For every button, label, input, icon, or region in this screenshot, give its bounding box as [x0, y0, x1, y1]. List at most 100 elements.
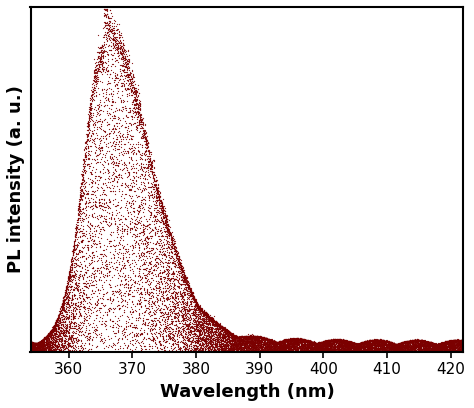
Point — [297, 347, 304, 354]
Point — [430, 340, 438, 347]
Point — [395, 346, 403, 353]
Point — [114, 44, 122, 50]
Point — [401, 339, 409, 346]
Point — [420, 343, 428, 349]
Point — [272, 346, 280, 352]
Point — [365, 346, 372, 353]
Point — [331, 339, 338, 346]
Point — [115, 162, 122, 169]
Point — [164, 275, 172, 282]
Point — [258, 335, 265, 341]
Point — [278, 346, 286, 353]
Point — [159, 218, 166, 224]
Point — [330, 344, 337, 350]
Point — [217, 323, 224, 329]
Point — [63, 290, 71, 297]
Point — [453, 337, 460, 344]
Point — [153, 299, 161, 306]
Point — [57, 307, 64, 313]
Point — [428, 346, 436, 352]
Point — [279, 341, 286, 348]
Point — [351, 344, 358, 350]
Point — [383, 338, 391, 345]
Point — [108, 324, 115, 330]
Point — [285, 341, 292, 348]
Point — [409, 349, 417, 355]
Point — [176, 346, 184, 353]
Point — [405, 340, 413, 347]
Point — [36, 349, 44, 355]
Point — [58, 347, 65, 354]
Point — [318, 346, 325, 353]
Point — [245, 345, 252, 351]
Point — [287, 349, 295, 355]
Point — [428, 344, 436, 350]
Point — [185, 345, 193, 352]
Point — [160, 288, 167, 295]
Point — [114, 275, 121, 282]
Point — [72, 235, 79, 242]
Point — [410, 338, 417, 344]
Point — [455, 338, 463, 345]
Point — [289, 338, 297, 345]
Point — [446, 346, 453, 352]
Point — [273, 349, 281, 355]
Point — [337, 337, 345, 343]
Point — [240, 345, 247, 351]
Point — [429, 344, 437, 350]
Point — [276, 342, 283, 349]
Point — [334, 340, 341, 347]
Point — [58, 301, 65, 307]
Point — [310, 345, 317, 352]
Point — [176, 261, 184, 268]
Point — [113, 37, 121, 44]
Point — [28, 339, 36, 346]
Point — [84, 200, 92, 206]
Point — [225, 348, 233, 355]
Point — [68, 279, 76, 285]
Point — [133, 225, 141, 231]
Point — [263, 344, 270, 350]
Point — [98, 137, 105, 143]
Point — [52, 318, 60, 325]
Point — [161, 317, 168, 324]
Point — [132, 101, 139, 108]
Point — [121, 284, 128, 290]
Point — [137, 122, 145, 129]
Point — [125, 349, 132, 355]
Point — [101, 321, 109, 328]
Point — [277, 340, 284, 347]
Point — [389, 347, 397, 354]
Point — [124, 208, 131, 215]
Point — [343, 347, 351, 353]
Point — [214, 322, 221, 328]
Point — [414, 344, 421, 350]
Point — [33, 340, 41, 347]
Point — [63, 313, 71, 320]
Point — [316, 339, 324, 346]
Point — [45, 345, 52, 352]
Point — [79, 215, 86, 221]
Point — [27, 339, 35, 346]
Point — [314, 342, 322, 348]
Point — [173, 318, 180, 324]
Point — [225, 334, 233, 340]
Point — [320, 348, 328, 354]
Point — [69, 293, 76, 299]
Point — [158, 200, 165, 206]
Point — [82, 268, 90, 275]
Point — [295, 336, 303, 343]
Point — [267, 341, 275, 348]
Point — [419, 341, 426, 348]
Point — [409, 349, 416, 355]
Point — [94, 145, 102, 151]
Point — [451, 337, 458, 344]
Point — [438, 347, 445, 354]
Point — [114, 325, 122, 332]
Point — [335, 342, 343, 348]
Point — [140, 134, 147, 141]
Point — [303, 341, 311, 348]
Point — [363, 343, 371, 350]
Point — [268, 337, 275, 344]
Point — [117, 157, 125, 163]
